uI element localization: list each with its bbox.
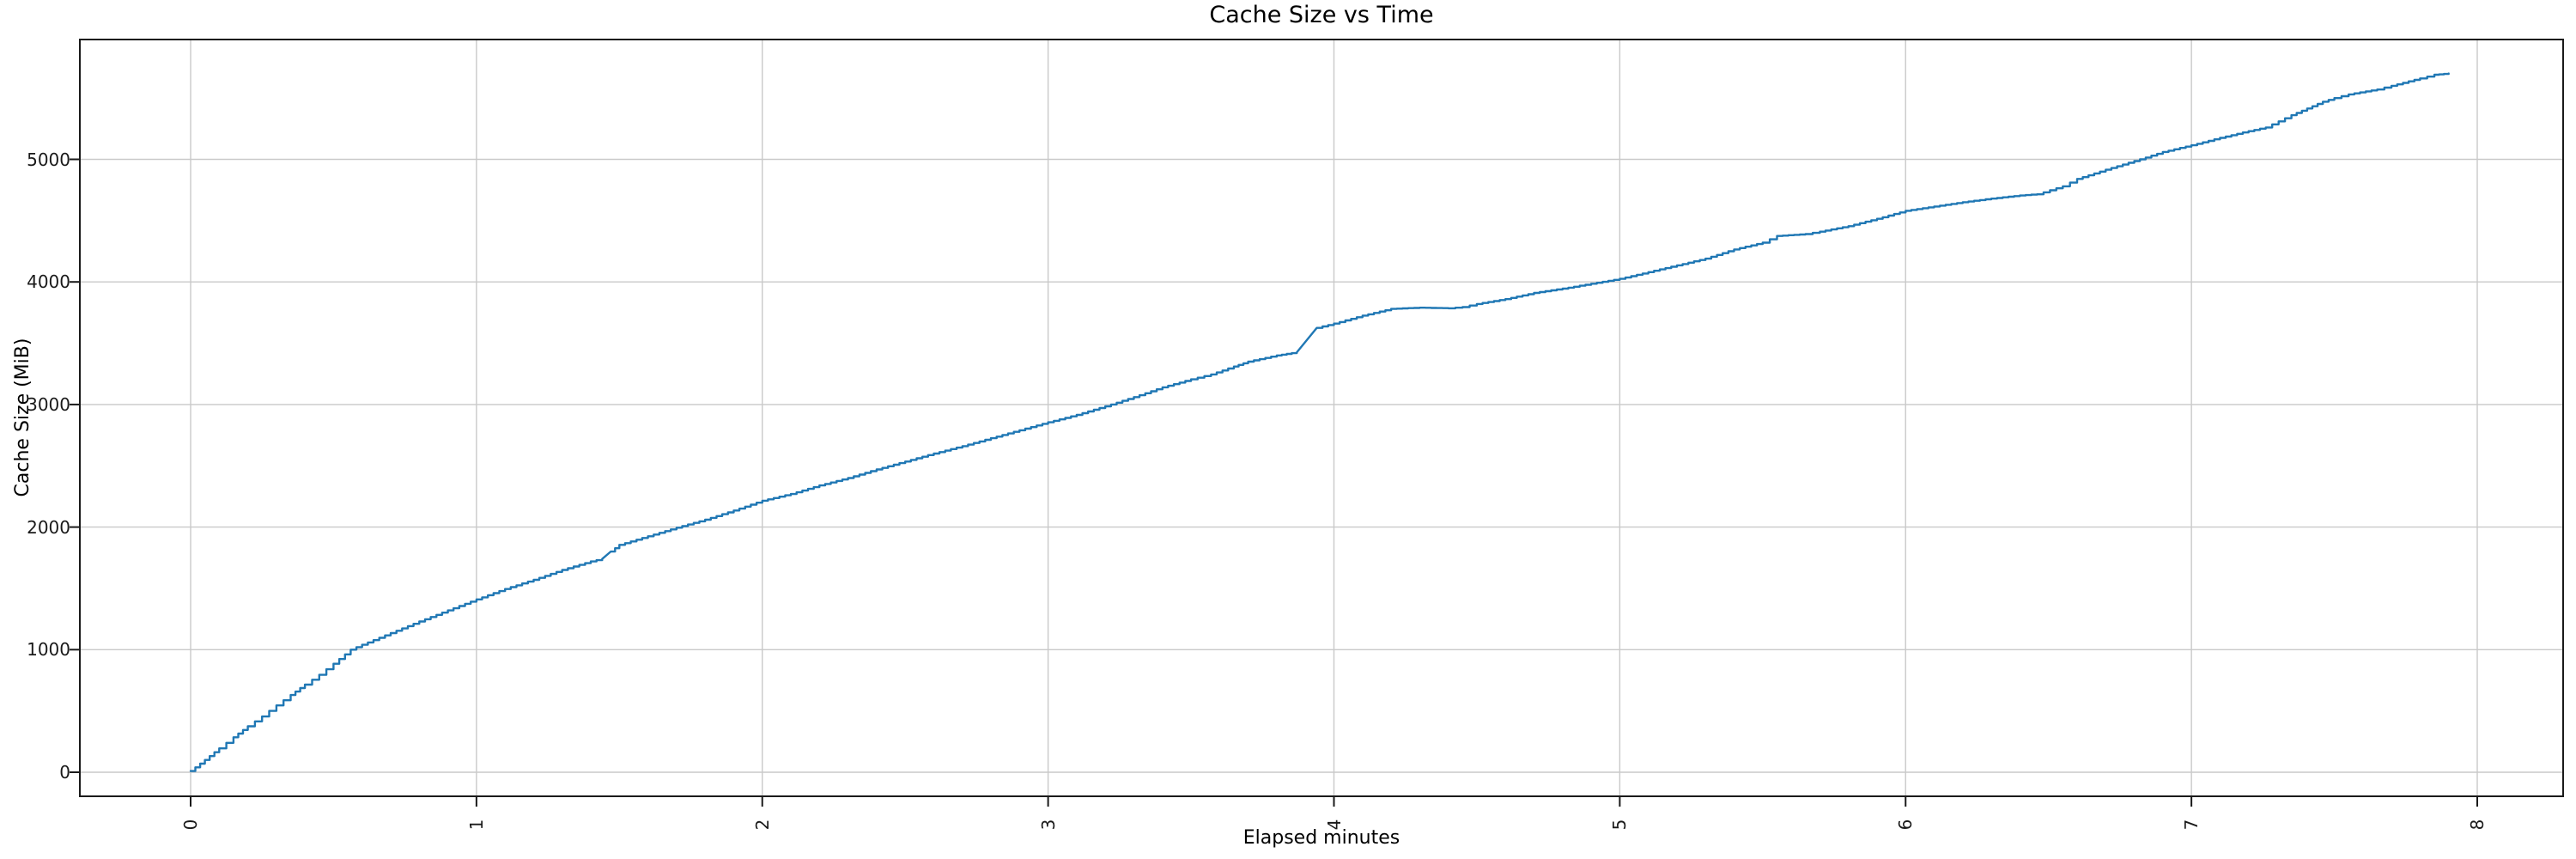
y-tick-label: 2000 bbox=[27, 516, 70, 538]
y-axis-label: Cache Size (MiB) bbox=[12, 338, 33, 497]
chart-title: Cache Size vs Time bbox=[1209, 2, 1434, 28]
y-tick-label: 3000 bbox=[27, 393, 70, 415]
x-tick-label: 0 bbox=[180, 819, 201, 831]
x-tick-label: 8 bbox=[2467, 819, 2488, 831]
y-tick-label: 0 bbox=[59, 762, 70, 783]
plot-border bbox=[79, 39, 2564, 797]
y-tick-label: 4000 bbox=[27, 271, 70, 293]
x-tick-label: 5 bbox=[1609, 819, 1631, 831]
x-tick-label: 7 bbox=[2181, 819, 2202, 831]
y-tick-label: 5000 bbox=[27, 149, 70, 170]
x-tick-label: 6 bbox=[1895, 819, 1917, 831]
y-tick-label: 1000 bbox=[27, 639, 70, 661]
x-axis-label: Elapsed minutes bbox=[1242, 827, 1400, 849]
x-tick-label: 2 bbox=[751, 819, 773, 831]
x-tick-label: 4 bbox=[1323, 819, 1345, 831]
x-tick-label: 1 bbox=[465, 819, 487, 831]
x-tick-label: 3 bbox=[1037, 819, 1059, 831]
cache-size-line bbox=[189, 72, 2450, 772]
